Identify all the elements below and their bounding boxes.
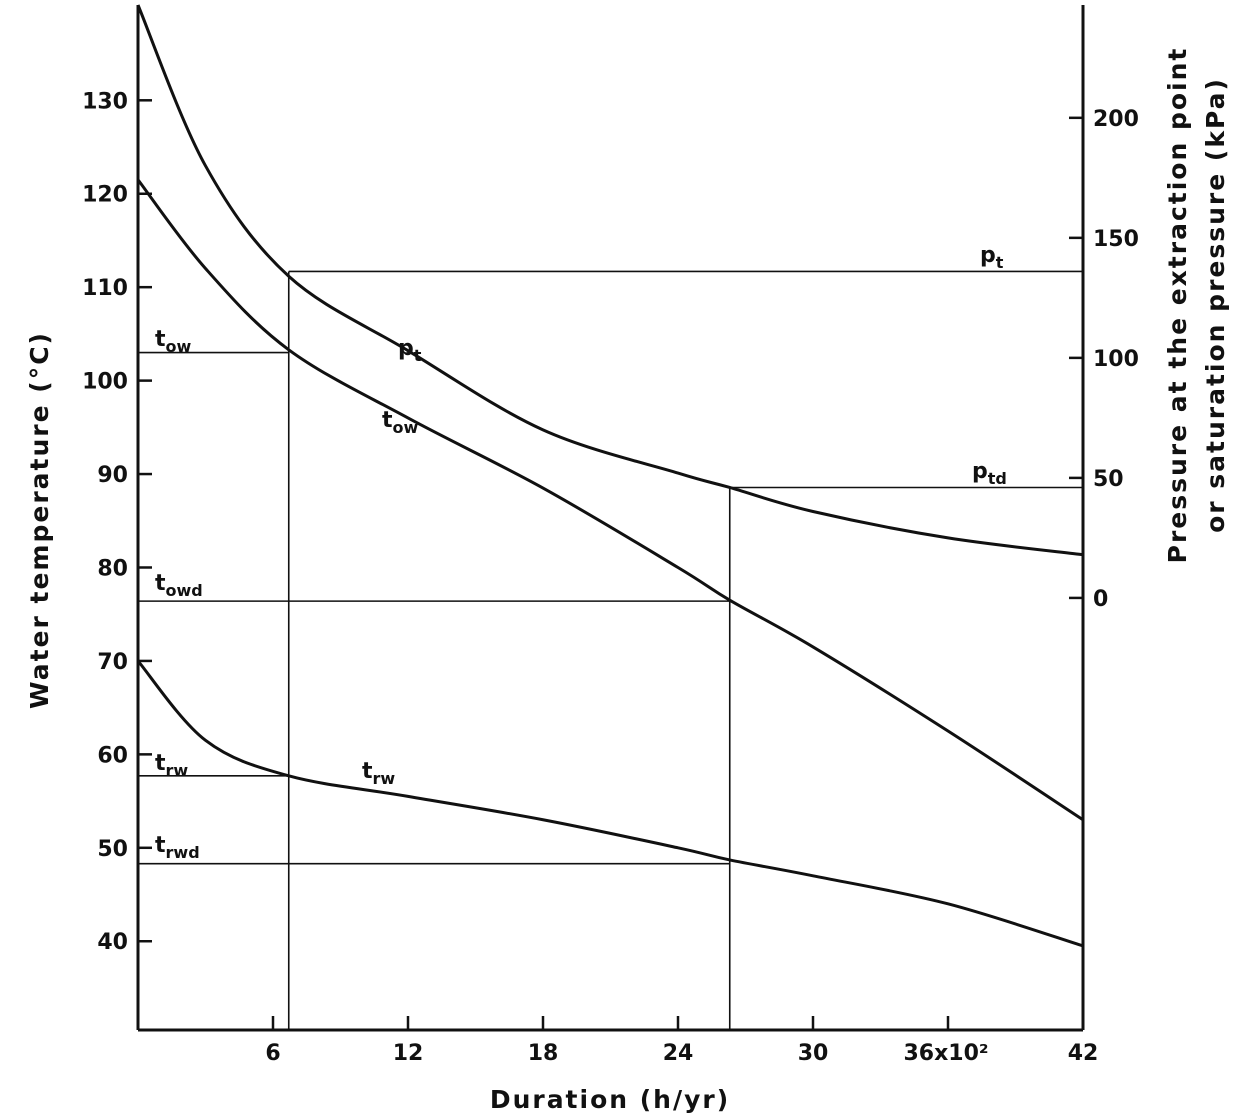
y-tick-label: 90 [97,463,128,488]
annotation-label: ptd [972,459,1007,488]
x-tick-label: 36x10² [903,1041,988,1066]
y-tick-label: 50 [97,837,128,862]
y2-tick-label: 50 [1093,467,1124,492]
series-curves [136,4,1084,948]
y-tick-label: 120 [82,183,128,208]
y-tick-label: 70 [97,650,128,675]
series-line-trw [136,659,1084,948]
annotation-label: trw [362,759,395,788]
annotation-label: towd [155,571,203,600]
y-tick-label: 40 [97,930,128,955]
x-tick-label: 24 [663,1041,694,1066]
x-tick-label: 18 [528,1041,559,1066]
annotation-label: trw [155,751,188,780]
series-line-pt [136,4,1084,557]
annotation-label: tow [382,408,419,437]
x-tick-label: 6 [265,1041,280,1066]
annotation-label: trwd [155,833,200,862]
annotation-label: pt [980,243,1004,272]
x-tick-label: 42 [1068,1041,1099,1066]
y-tick-label: 130 [82,89,128,114]
y2-tick-label: 100 [1093,347,1139,372]
y-axis-label: Water temperature (°C) [25,331,54,709]
reference-lines [138,270,1083,1030]
y2-axis-label-line2: or saturation pressure (kPa) [1201,77,1230,533]
y-tick-label: 110 [82,276,128,301]
annotations: pt ptd pt tow tow towd trw trw trwd [155,243,1007,862]
y2-axis-label-line1: Pressure at the extraction point [1163,47,1192,564]
x-axis-label: Duration (h/yr) [490,1085,730,1114]
y-tick-label: 100 [82,370,128,395]
series-line-tow [136,178,1084,822]
annotation-label: tow [155,327,192,356]
y-tick-label: 80 [97,556,128,581]
y2-tick-label: 150 [1093,227,1139,252]
x-tick-label: 30 [798,1041,829,1066]
y2-tick-label: 200 [1093,107,1139,132]
axes: 6 12 18 24 30 36x10² 42 40 50 60 70 80 90 100 110 120 13… [82,5,1139,1066]
y-tick-label: 60 [97,743,128,768]
y2-tick-label: 0 [1093,587,1108,612]
x-tick-label: 12 [393,1041,424,1066]
annotation-label: pt [398,336,422,365]
